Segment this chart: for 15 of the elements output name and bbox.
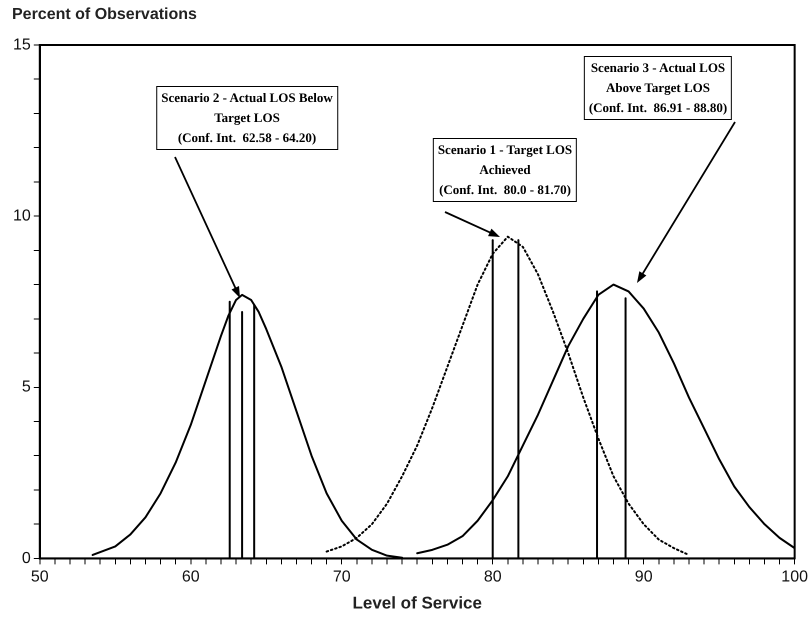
x-tick-label: 50 bbox=[30, 568, 49, 586]
annotation: Scenario 3 - Actual LOS Above Target LOS (Conf. Int. 86.91 - 88.80) bbox=[584, 56, 732, 120]
x-tick-label: 60 bbox=[182, 568, 200, 586]
y-tick-label: 0 bbox=[22, 550, 31, 567]
x-tick-label: 70 bbox=[332, 568, 351, 586]
x-tick-label: 100 bbox=[781, 568, 808, 586]
y-tick-label: 10 bbox=[13, 208, 31, 225]
annotation: Scenario 2 - Actual LOS Below Target LOS (Conf. Int. 62.58 - 64.20) bbox=[156, 86, 338, 150]
x-tick-label: 90 bbox=[634, 568, 653, 586]
y-tick-label: 5 bbox=[22, 378, 31, 396]
y-tick-label: 15 bbox=[13, 36, 31, 54]
annotation: Scenario 1 - Target LOS Achieved (Conf. Int. 80.0 - 81.70) bbox=[432, 138, 578, 202]
x-tick-label: 80 bbox=[484, 568, 502, 586]
y-axis-title: Percent of Observations bbox=[12, 6, 197, 24]
x-axis-title: Level of Service bbox=[352, 593, 482, 612]
